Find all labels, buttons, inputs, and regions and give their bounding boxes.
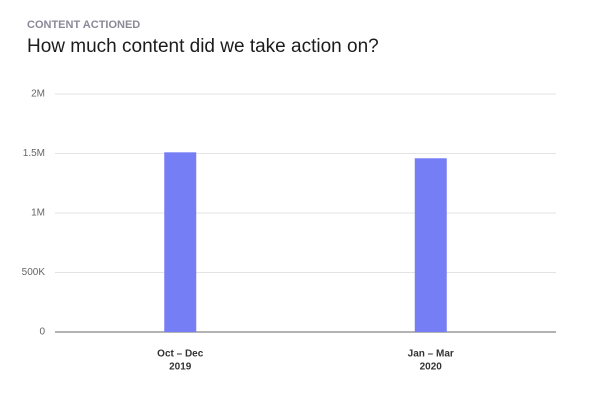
chart-eyebrow: CONTENT ACTIONED <box>27 19 140 31</box>
y-tick-label: 2M <box>31 89 45 100</box>
y-tick-label: 500K <box>22 267 46 278</box>
y-tick-label: 0 <box>39 327 45 338</box>
x-tick-label: 2019 <box>169 362 192 373</box>
x-tick-label: Oct – Dec <box>157 349 204 360</box>
bar <box>164 152 197 332</box>
x-tick-label: 2020 <box>420 362 443 373</box>
y-tick-label: 1.5M <box>23 148 45 159</box>
chart-title: How much content did we take action on? <box>27 36 379 57</box>
bar <box>414 158 447 332</box>
x-tick-label: Jan – Mar <box>408 349 454 360</box>
y-tick-label: 1M <box>31 208 45 219</box>
